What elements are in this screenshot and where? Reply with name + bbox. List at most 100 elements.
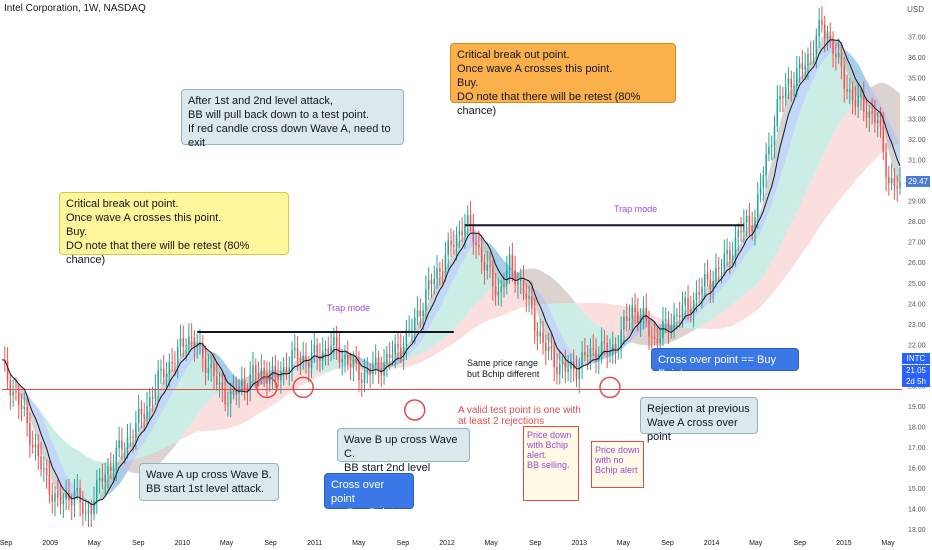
candle-body bbox=[23, 406, 26, 410]
candle-body bbox=[762, 175, 765, 188]
candle-body bbox=[715, 267, 717, 281]
x-tick-label: May bbox=[617, 540, 631, 547]
candle-body bbox=[480, 247, 483, 263]
candle-body bbox=[282, 367, 285, 372]
candle-body bbox=[425, 289, 427, 311]
candle-body bbox=[623, 316, 625, 330]
candle-body bbox=[843, 66, 845, 89]
candle-body bbox=[196, 346, 198, 348]
candle-body bbox=[288, 367, 291, 373]
candle-body bbox=[441, 271, 444, 273]
y-axis-bg bbox=[902, 0, 932, 550]
test-point-circle bbox=[599, 376, 621, 399]
candle-body bbox=[701, 286, 703, 295]
candle-body bbox=[430, 280, 433, 285]
candle-body bbox=[578, 366, 581, 380]
candle-body bbox=[15, 391, 17, 393]
candle-body bbox=[698, 292, 700, 295]
callout-wave-a: Wave A up cross Wave B. BB start 1st lev… bbox=[139, 463, 279, 501]
y-tick-label: 28.00 bbox=[908, 219, 926, 226]
candle-body bbox=[734, 237, 737, 256]
candle-body bbox=[344, 354, 346, 360]
candle-body bbox=[570, 361, 572, 369]
candle-body bbox=[829, 36, 832, 41]
candle-body bbox=[316, 344, 318, 356]
candle-body bbox=[793, 85, 795, 88]
y-tick-label: 22.00 bbox=[908, 342, 926, 349]
y-tick-label: 32.00 bbox=[908, 137, 926, 144]
candle-body bbox=[475, 242, 477, 245]
candle-body bbox=[860, 95, 862, 97]
candle-body bbox=[20, 405, 23, 410]
candle-body bbox=[62, 499, 65, 504]
candle-body bbox=[662, 321, 664, 339]
x-tick-label: May bbox=[352, 540, 366, 547]
candle-body bbox=[43, 467, 45, 470]
candle-body bbox=[879, 119, 882, 127]
candle-body bbox=[299, 358, 302, 361]
candle-body bbox=[9, 380, 12, 396]
candle-body bbox=[823, 24, 826, 39]
candle-body bbox=[865, 111, 868, 118]
candle-body bbox=[486, 264, 489, 271]
candle-body bbox=[285, 367, 288, 373]
candle-body bbox=[787, 78, 790, 88]
candle-body bbox=[419, 310, 422, 317]
candle-body bbox=[369, 370, 371, 374]
candle-body bbox=[257, 374, 260, 376]
candle-body bbox=[692, 300, 695, 314]
candle-body bbox=[581, 352, 583, 367]
candle-body bbox=[592, 348, 595, 350]
y-tick-label: 17.00 bbox=[908, 445, 926, 452]
candle-body bbox=[837, 52, 840, 58]
candle-body bbox=[765, 154, 767, 176]
candle-body bbox=[93, 501, 95, 515]
x-tick-label: 2015 bbox=[836, 540, 852, 547]
candle-body bbox=[506, 269, 508, 286]
candle-body bbox=[372, 364, 374, 374]
wave-line bbox=[1, 39, 901, 505]
candle-body bbox=[51, 494, 53, 502]
candle-body bbox=[611, 344, 614, 353]
candle-body bbox=[374, 357, 377, 365]
candle-body bbox=[478, 244, 480, 248]
candle-body bbox=[408, 329, 410, 331]
candle-body bbox=[96, 480, 98, 502]
candle-body bbox=[717, 267, 720, 270]
candle-body bbox=[874, 113, 876, 124]
candle-body bbox=[185, 344, 187, 347]
test-point-circle bbox=[292, 376, 314, 399]
candle-body bbox=[296, 348, 299, 359]
candle-body bbox=[600, 341, 603, 356]
candle-body bbox=[818, 20, 820, 37]
note-valid-test: A valid test point is one with at least … bbox=[458, 405, 581, 427]
candle-body bbox=[656, 338, 659, 344]
x-tick-label: 2012 bbox=[439, 540, 455, 547]
candle-body bbox=[790, 78, 793, 88]
candle-body bbox=[193, 337, 196, 348]
candle-body bbox=[826, 36, 829, 39]
candle-body bbox=[589, 348, 592, 357]
candle-body bbox=[614, 344, 617, 350]
candle-body bbox=[358, 363, 360, 380]
candle-body bbox=[882, 126, 885, 152]
candle-body bbox=[868, 111, 871, 118]
y-tick-label: 37.00 bbox=[908, 35, 926, 42]
candle-body bbox=[450, 240, 452, 245]
candle-body bbox=[427, 280, 430, 290]
y-tick-label: 24.00 bbox=[908, 301, 926, 308]
callout-buy-point-1: Cross over point == Buy Point bbox=[324, 473, 414, 519]
candle-body bbox=[575, 369, 578, 380]
trap-mode-label-2: Trap mode bbox=[614, 204, 658, 214]
x-tick-label: Sep bbox=[0, 540, 12, 547]
candle-body bbox=[31, 444, 34, 448]
candle-body bbox=[609, 352, 611, 355]
x-tick-label: Sep bbox=[132, 540, 145, 547]
candle-body bbox=[143, 414, 146, 419]
candle-body bbox=[899, 181, 901, 189]
candle-body bbox=[54, 493, 56, 502]
candle-body bbox=[87, 510, 90, 514]
candle-body bbox=[531, 295, 533, 309]
chart-title: Intel Corporation, 1W, NASDAQ bbox=[4, 3, 146, 14]
